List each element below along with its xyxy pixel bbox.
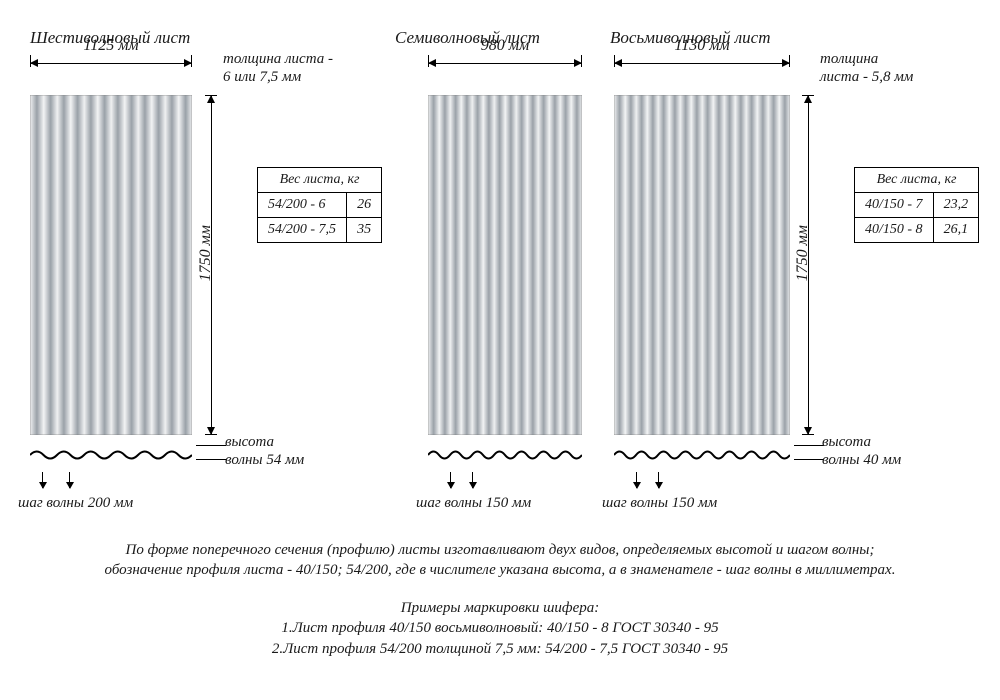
wave-height-mark <box>196 443 226 463</box>
dim-width: 1125 мм <box>30 55 192 71</box>
table-row: 40/150 - 826,1 <box>855 218 979 243</box>
thickness-note: толщина листа - 5,8 мм <box>820 50 913 86</box>
footer-description: По форме поперечного сечения (профилю) л… <box>20 540 980 581</box>
corrugated-sheet <box>30 95 192 435</box>
wave-profile <box>428 445 582 470</box>
corrugated-sheet <box>428 95 582 435</box>
wave-height-label: высота волны 40 мм <box>822 433 901 469</box>
diagram-root: Шестиволновый лист1125 ммшаг волны 200 м… <box>0 0 1000 700</box>
dim-width: 1130 мм <box>614 55 790 71</box>
weight-table: Вес листа, кг40/150 - 723,240/150 - 826,… <box>854 167 979 243</box>
table-row: 40/150 - 723,2 <box>855 193 979 218</box>
height-label: 1750 мм <box>197 225 215 281</box>
pitch-label: шаг волны 150 мм <box>416 495 531 512</box>
footer-examples: Примеры маркировки шифера:1.Лист профиля… <box>20 598 980 659</box>
dim-width: 980 мм <box>428 55 582 71</box>
pitch-label: шаг волны 200 мм <box>18 495 133 512</box>
table-row: 54/200 - 7,535 <box>258 218 382 243</box>
corrugated-sheet <box>614 95 790 435</box>
wave-height-mark <box>794 443 824 463</box>
pitch-label: шаг волны 150 мм <box>602 495 717 512</box>
wave-height-label: высота волны 54 мм <box>225 433 304 469</box>
wave-profile <box>30 445 192 470</box>
wave-profile <box>614 445 790 470</box>
weight-table: Вес листа, кг54/200 - 62654/200 - 7,535 <box>257 167 382 243</box>
thickness-note: толщина листа - 6 или 7,5 мм <box>223 50 333 86</box>
height-label: 1750 мм <box>794 225 812 281</box>
table-row: 54/200 - 626 <box>258 193 382 218</box>
